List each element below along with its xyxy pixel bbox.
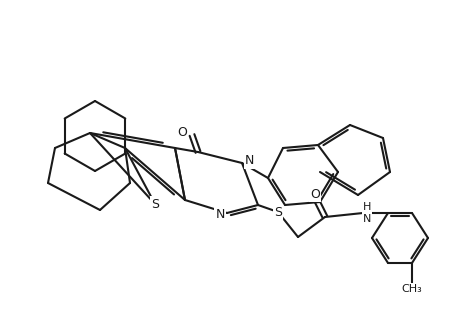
Text: S: S <box>274 205 282 218</box>
Text: H
N: H N <box>363 202 371 224</box>
Text: N: N <box>216 209 225 221</box>
Text: O: O <box>310 187 320 200</box>
Text: S: S <box>151 198 159 211</box>
Text: N: N <box>245 155 254 168</box>
Text: CH₃: CH₃ <box>402 284 422 294</box>
Text: O: O <box>177 126 187 140</box>
